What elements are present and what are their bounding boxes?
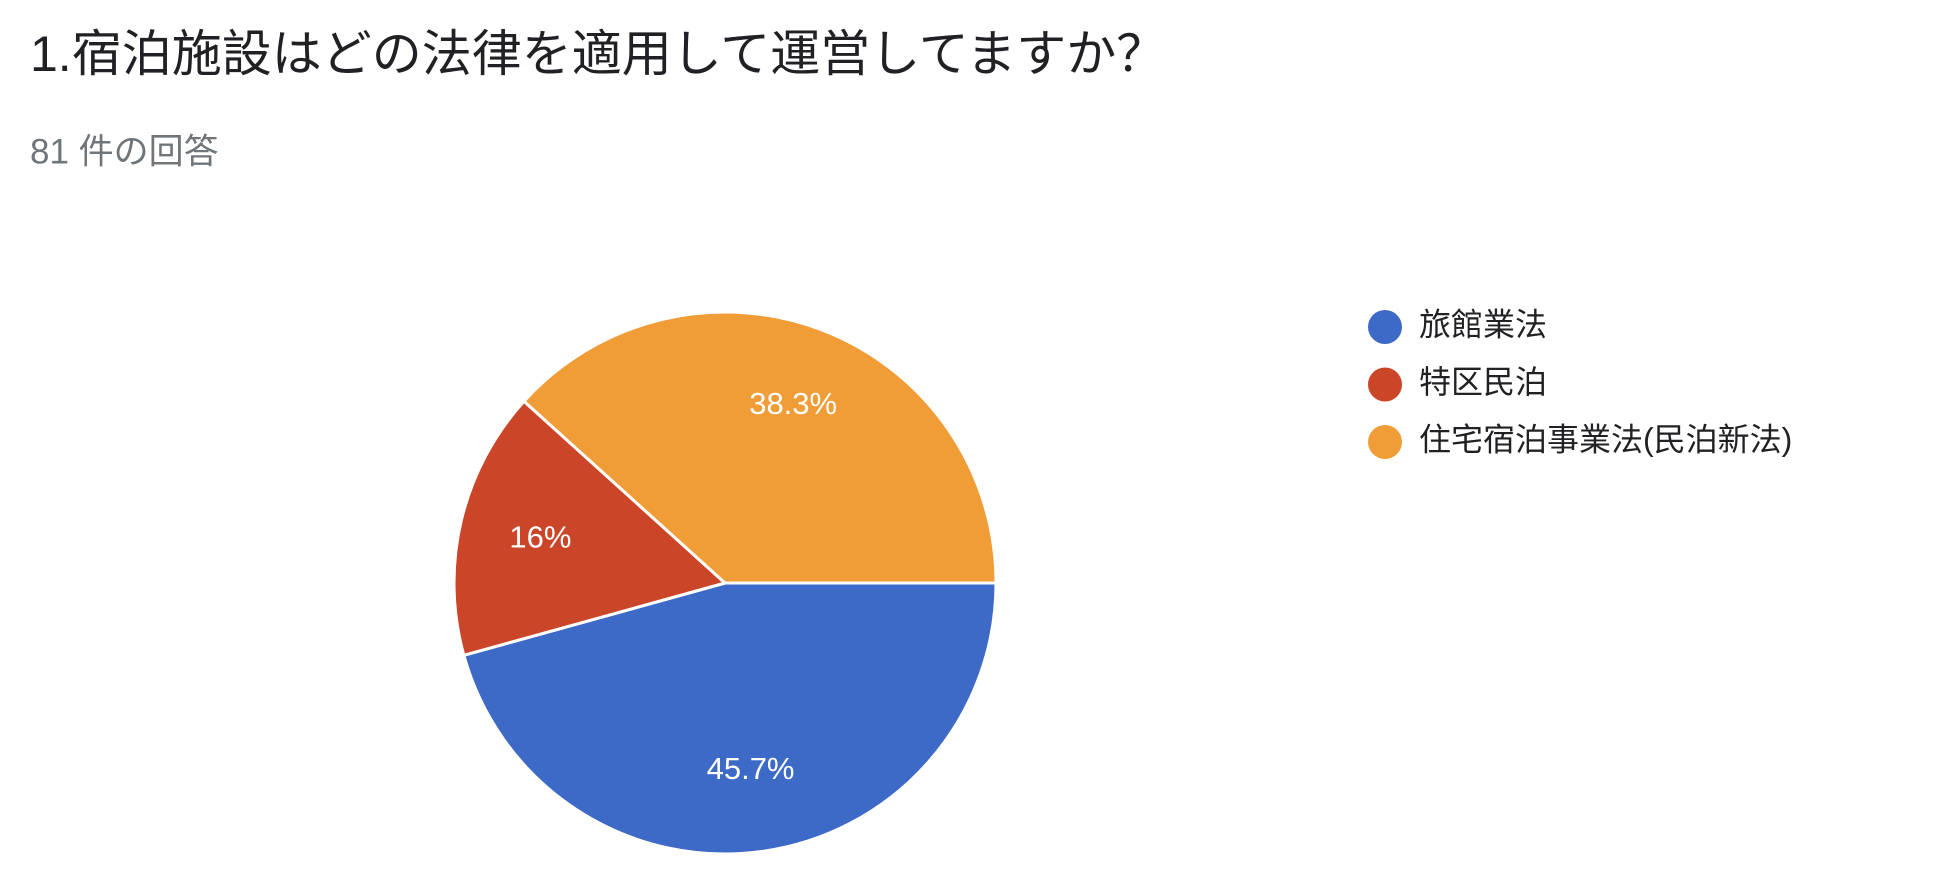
pie-slice <box>461 581 998 856</box>
chart-subtitle: 81 件の回答 <box>30 132 219 171</box>
legend-marker <box>1368 367 1402 402</box>
pie-slice <box>452 399 729 658</box>
data-label: 16% <box>509 519 571 554</box>
legend-label: 住宅宿泊事業法(民泊新法) <box>1419 421 1792 457</box>
chart-title: 1.宿泊施設はどの法律を適用して運営してますか？ <box>30 26 1166 82</box>
pie-slice <box>521 310 998 585</box>
data-label: 38.3% <box>749 386 837 421</box>
data-label: 45.7% <box>707 751 795 786</box>
legend-marker <box>1368 425 1402 459</box>
legend-label: 特区民泊 <box>1419 364 1547 400</box>
legend-label: 旅館業法 <box>1419 306 1547 342</box>
legend-marker <box>1368 310 1402 344</box>
